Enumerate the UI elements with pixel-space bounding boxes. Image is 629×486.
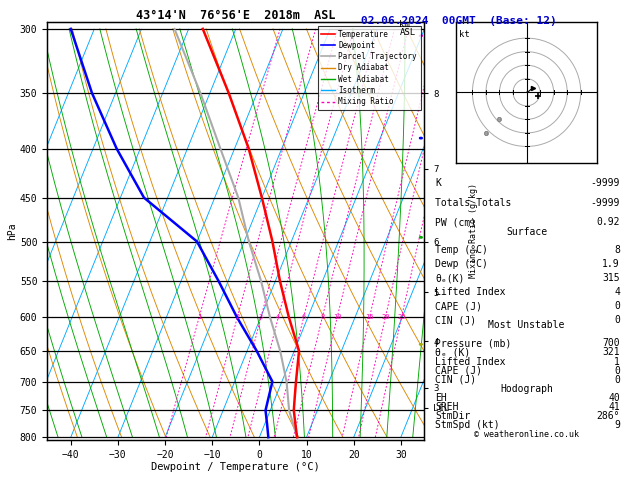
Text: 0: 0: [614, 375, 620, 385]
Text: 16: 16: [365, 314, 374, 320]
Text: -9999: -9999: [591, 178, 620, 188]
Text: CIN (J): CIN (J): [435, 375, 476, 385]
Text: 25: 25: [398, 314, 406, 320]
Text: 20: 20: [381, 314, 389, 320]
Text: 0: 0: [614, 365, 620, 376]
Text: 3: 3: [259, 314, 263, 320]
Text: 0: 0: [614, 301, 620, 312]
Y-axis label: hPa: hPa: [7, 222, 17, 240]
Text: 2: 2: [235, 314, 240, 320]
Text: 6: 6: [301, 314, 306, 320]
Text: Temp (°C): Temp (°C): [435, 245, 488, 255]
Text: CIN (J): CIN (J): [435, 315, 476, 326]
Text: CAPE (J): CAPE (J): [435, 365, 482, 376]
Text: 0: 0: [497, 117, 501, 123]
Text: Lifted Index: Lifted Index: [435, 357, 506, 366]
Text: EH: EH: [435, 393, 447, 403]
Text: Totals Totals: Totals Totals: [435, 197, 511, 208]
Text: 8: 8: [614, 245, 620, 255]
Text: θₑ (K): θₑ (K): [435, 347, 470, 357]
Text: Hodograph: Hodograph: [500, 384, 553, 394]
Text: -9999: -9999: [591, 197, 620, 208]
Legend: Temperature, Dewpoint, Parcel Trajectory, Dry Adiabat, Wet Adiabat, Isotherm, Mi: Temperature, Dewpoint, Parcel Trajectory…: [318, 26, 421, 110]
Text: © weatheronline.co.uk: © weatheronline.co.uk: [474, 431, 579, 439]
Title: 43°14'N  76°56'E  2018m  ASL: 43°14'N 76°56'E 2018m ASL: [136, 9, 335, 22]
Text: Mixing Ratio (g/kg): Mixing Ratio (g/kg): [469, 183, 478, 278]
Text: 1.9: 1.9: [603, 259, 620, 269]
Text: 1: 1: [197, 314, 201, 320]
Text: 4: 4: [614, 287, 620, 297]
Text: 0: 0: [483, 131, 487, 137]
Text: 02.06.2024  00GMT  (Base: 12): 02.06.2024 00GMT (Base: 12): [361, 16, 557, 26]
Text: 700: 700: [603, 338, 620, 348]
Text: 41: 41: [608, 402, 620, 412]
Text: 10: 10: [333, 314, 342, 320]
X-axis label: Dewpoint / Temperature (°C): Dewpoint / Temperature (°C): [152, 462, 320, 472]
Text: 40: 40: [608, 393, 620, 403]
Text: 286°: 286°: [596, 411, 620, 421]
Text: K: K: [435, 178, 441, 188]
Text: SREH: SREH: [435, 402, 459, 412]
Text: 0: 0: [614, 315, 620, 326]
Text: PW (cm): PW (cm): [435, 217, 476, 227]
Text: Surface: Surface: [506, 226, 547, 237]
Text: StmDir: StmDir: [435, 411, 470, 421]
Text: θₑ(K): θₑ(K): [435, 273, 465, 283]
Text: ASL: ASL: [399, 28, 416, 37]
Text: kt: kt: [459, 30, 470, 39]
Text: 1: 1: [614, 357, 620, 366]
Text: 321: 321: [603, 347, 620, 357]
Text: 8: 8: [320, 314, 325, 320]
Text: CAPE (J): CAPE (J): [435, 301, 482, 312]
Text: 315: 315: [603, 273, 620, 283]
Text: StmSpd (kt): StmSpd (kt): [435, 420, 500, 430]
Text: Lifted Index: Lifted Index: [435, 287, 506, 297]
Text: km: km: [399, 20, 410, 30]
Text: Pressure (mb): Pressure (mb): [435, 338, 511, 348]
Text: 0.92: 0.92: [596, 217, 620, 227]
Text: 9: 9: [614, 420, 620, 430]
Text: Most Unstable: Most Unstable: [488, 320, 565, 330]
Text: 4: 4: [276, 314, 281, 320]
Text: Dewp (°C): Dewp (°C): [435, 259, 488, 269]
